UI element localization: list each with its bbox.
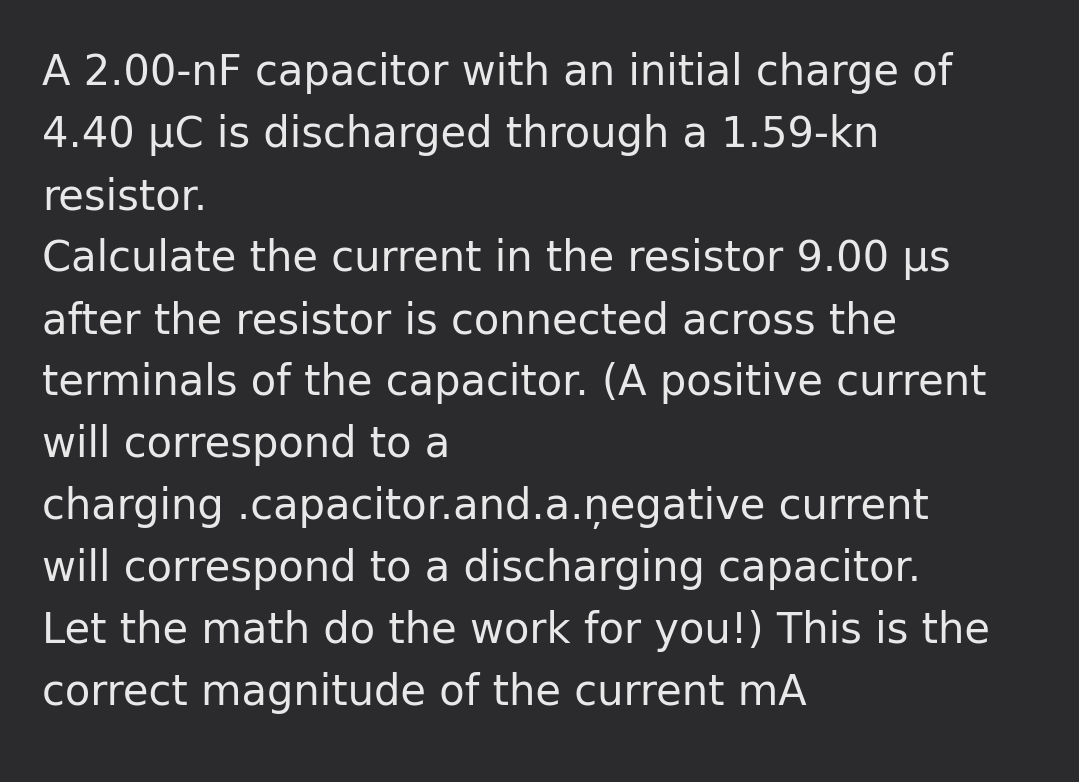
- Text: resistor.: resistor.: [42, 176, 207, 218]
- Text: 4.40 μC is discharged through a 1.59-kn: 4.40 μC is discharged through a 1.59-kn: [42, 114, 879, 156]
- Text: Calculate the current in the resistor 9.00 μs: Calculate the current in the resistor 9.…: [42, 238, 951, 280]
- Text: terminals of the capacitor. (A positive current: terminals of the capacitor. (A positive …: [42, 362, 986, 404]
- Text: charging .capacitor.and.a.ņegative current: charging .capacitor.and.a.ņegative curre…: [42, 486, 929, 529]
- Text: will correspond to a: will correspond to a: [42, 424, 450, 466]
- Text: Let the math do the work for you!) This is the: Let the math do the work for you!) This …: [42, 610, 991, 652]
- Text: after the resistor is connected across the: after the resistor is connected across t…: [42, 300, 898, 342]
- Text: A 2.00-nF capacitor with an initial charge of: A 2.00-nF capacitor with an initial char…: [42, 52, 953, 94]
- Text: correct magnitude of the current mA: correct magnitude of the current mA: [42, 672, 807, 714]
- Text: will correspond to a discharging capacitor.: will correspond to a discharging capacit…: [42, 548, 921, 590]
